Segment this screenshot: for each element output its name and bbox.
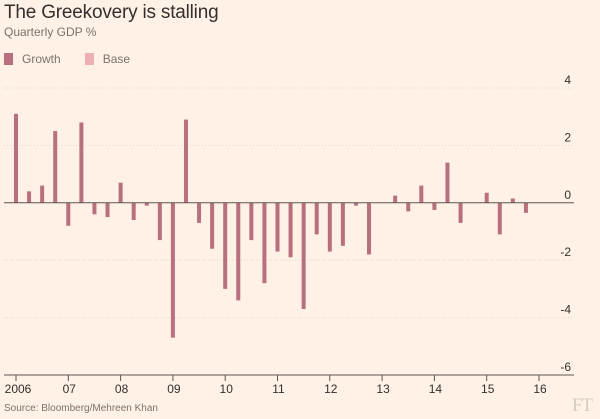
x-tick-label: 08 <box>115 382 129 396</box>
bar-growth <box>314 202 319 235</box>
bar-growth <box>249 202 254 241</box>
bar-growth <box>14 113 18 203</box>
chart-subtitle: Quarterly GDP % <box>4 25 97 39</box>
bar-growth <box>27 191 32 203</box>
source-note: Source: Bloomberg/Mehreen Khan <box>4 403 158 414</box>
y-tick-label: 0 <box>564 188 571 202</box>
legend-swatch-growth <box>4 53 13 65</box>
bar-growth <box>523 202 528 213</box>
x-tick-label: 14 <box>429 382 443 396</box>
bar-growth <box>340 202 345 246</box>
bar-growth <box>170 202 175 338</box>
bar-growth <box>393 195 398 203</box>
bar-growth <box>327 202 332 252</box>
x-tick-label: 13 <box>376 382 390 396</box>
bar-growth <box>105 202 110 218</box>
bar-growth <box>157 202 162 241</box>
legend-label-growth: Growth <box>22 52 61 66</box>
bar-growth <box>183 119 188 203</box>
bar-growth <box>497 202 502 235</box>
bar-growth <box>66 202 71 226</box>
legend-item-growth: Growth <box>4 52 61 66</box>
bar-growth <box>367 202 372 255</box>
x-tick-label: 2006 <box>5 382 32 396</box>
bar-growth <box>275 202 280 252</box>
bar-growth <box>406 202 411 212</box>
x-tick-label: 15 <box>481 382 495 396</box>
x-tick-label: 11 <box>272 382 285 396</box>
x-tick-label: 12 <box>324 382 338 396</box>
bar-growth <box>262 202 267 284</box>
bar-growth <box>223 202 228 289</box>
y-tick-label: 4 <box>564 73 571 87</box>
bar-growth <box>301 202 306 309</box>
bar-growth <box>484 192 489 203</box>
x-tick-label: 09 <box>167 382 181 396</box>
bar-growth <box>53 131 58 203</box>
bar-growth <box>353 202 358 206</box>
y-tick-label: -2 <box>560 245 571 259</box>
y-tick-label: 2 <box>564 130 571 144</box>
chart-legend: Growth Base <box>4 52 154 66</box>
y-tick-label: -6 <box>560 360 571 374</box>
legend-item-base: Base <box>84 52 131 66</box>
bar-growth <box>510 198 515 203</box>
ft-logo: FT <box>571 395 593 416</box>
bar-growth <box>144 202 149 206</box>
bar-growth <box>131 202 136 221</box>
bar-growth <box>458 202 463 223</box>
y-tick-label: -4 <box>560 303 571 317</box>
legend-label-base: Base <box>102 52 131 66</box>
legend-swatch-base <box>84 53 94 65</box>
bar-growth <box>288 202 293 258</box>
bar-growth <box>432 202 437 210</box>
x-tick-label: 07 <box>63 382 77 396</box>
bar-growth <box>197 202 202 223</box>
bar-growth <box>92 202 97 215</box>
bar-growth <box>236 202 241 301</box>
bar-growth <box>40 185 45 203</box>
x-tick-label: 10 <box>220 382 234 396</box>
bar-growth <box>210 202 215 249</box>
bar-growth <box>79 122 84 203</box>
bar-growth <box>118 182 123 203</box>
bar-growth <box>445 162 450 203</box>
bar-growth <box>419 185 424 203</box>
chart-title: The Greekovery is stalling <box>4 2 219 23</box>
x-tick-label: 16 <box>533 382 547 396</box>
